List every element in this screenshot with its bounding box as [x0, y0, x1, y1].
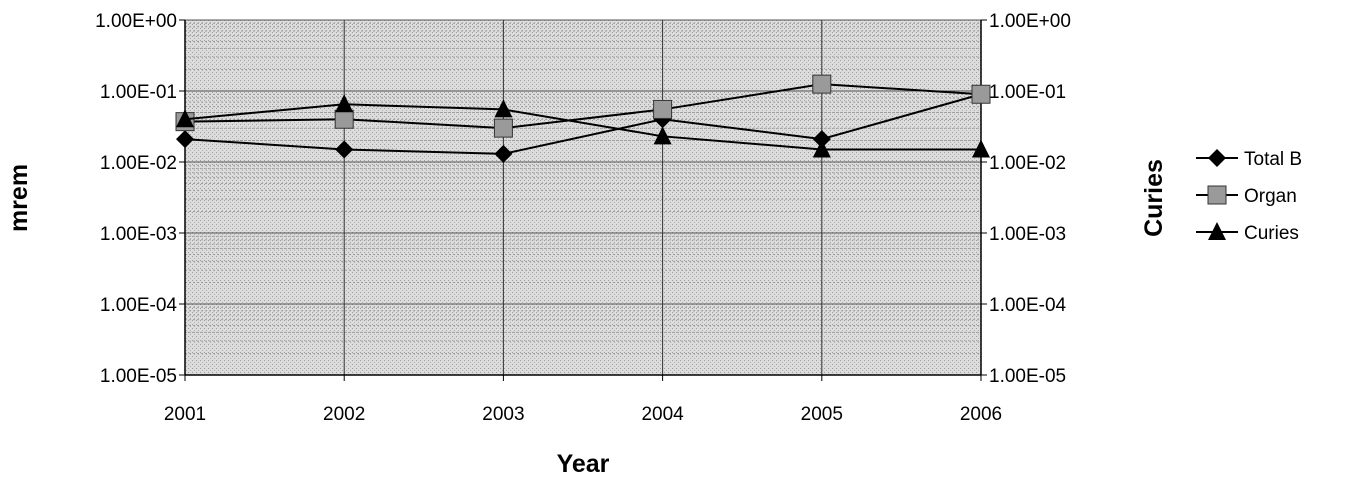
legend-label-curies: Curies [1244, 223, 1299, 244]
data-point-total-b [812, 130, 831, 149]
data-point-curies [812, 139, 831, 158]
series-group [175, 74, 991, 163]
data-point-organ [971, 84, 991, 104]
y2-tick-label: 1.00E-03 [989, 224, 1066, 245]
y-tick-label: 1.00E-02 [100, 153, 177, 174]
data-point-organ [493, 118, 513, 138]
series-line-curies [184, 103, 981, 151]
data-point-curies [176, 109, 194, 128]
y2-tick-label: 1.00E-05 [989, 366, 1066, 387]
axes [179, 19, 987, 381]
series-line-total-b [184, 93, 982, 155]
y2-tick-label: 1.00E+00 [989, 11, 1071, 32]
data-point-organ [653, 99, 673, 119]
y-tick-label: 1.00E-01 [100, 82, 177, 103]
legend-marker-organ [1207, 185, 1227, 205]
y2-tick-label: 1.00E-01 [989, 82, 1066, 103]
x-tick-label: 2005 [801, 404, 843, 425]
x-tick-label: 2001 [164, 404, 206, 425]
data-point-organ [334, 109, 354, 129]
legend-marker-curies [1208, 222, 1226, 240]
tick-labels: 1.00E+00 1.00E-01 1.00E-02 1.00E-03 1.00E-04… [95, 11, 1071, 425]
legend-marker-total-b [1208, 149, 1226, 167]
y2-tick-label: 1.00E-04 [989, 295, 1067, 316]
data-point-curies [494, 99, 513, 118]
data-point-curies [335, 94, 354, 113]
data-point-curies [653, 126, 672, 145]
y2-axis-title: Curies [1140, 159, 1168, 237]
data-point-total-b [176, 130, 194, 149]
x-tick-label: 2003 [482, 404, 524, 425]
y-tick-label: 1.00E-05 [100, 366, 177, 387]
plot-background [185, 20, 981, 375]
x-tick-label: 2006 [960, 404, 1002, 425]
y-tick-label: 1.00E-04 [100, 295, 178, 316]
y-tick-label: 1.00E+00 [95, 11, 177, 32]
data-point-total-b [494, 144, 513, 163]
x-tick-label: 2002 [323, 404, 365, 425]
data-point-total-b [335, 140, 354, 159]
y-tick-label: 1.00E-03 [100, 224, 177, 245]
x-tick-label: 2004 [641, 404, 684, 425]
data-point-organ [812, 74, 832, 94]
plot-area [185, 20, 981, 375]
legend: Total B Organ Curies [1196, 149, 1302, 244]
y-axis-title: mrem [5, 164, 33, 232]
legend-label-total-b: Total B [1244, 149, 1302, 170]
legend-label-organ: Organ [1244, 186, 1297, 207]
x-axis-title: Year [557, 450, 610, 478]
data-point-curies [972, 139, 990, 158]
series-line-organ [184, 83, 982, 130]
y2-tick-label: 1.00E-02 [989, 153, 1066, 174]
